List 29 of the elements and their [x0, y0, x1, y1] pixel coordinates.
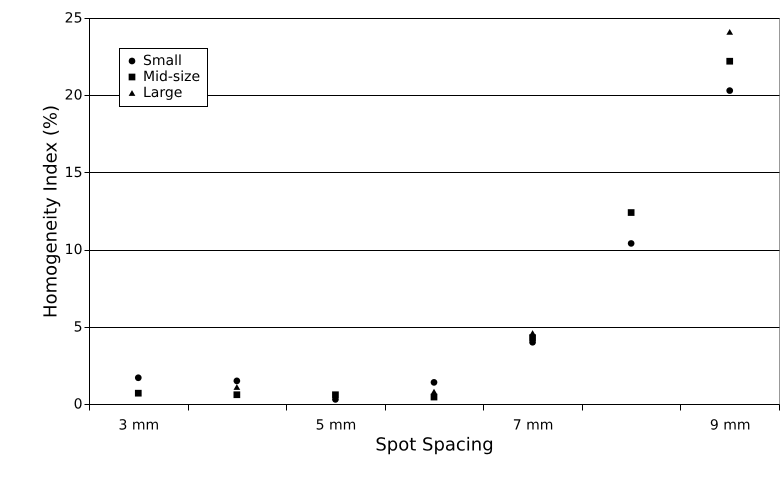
point — [529, 330, 536, 336]
point — [234, 391, 240, 398]
point — [134, 374, 142, 382]
legend-label: Large — [143, 85, 182, 101]
x-axis-title: Spot Spacing — [375, 434, 494, 456]
y-tick-label: 20 — [64, 88, 82, 104]
point — [726, 87, 734, 94]
point — [134, 390, 142, 397]
point — [332, 391, 339, 398]
y-tick-label: 0 — [74, 396, 82, 412]
legend-label: Mid-size — [143, 69, 200, 85]
x-tick-label: 3 mm — [118, 418, 160, 434]
legend-label: Small — [143, 53, 182, 69]
y-tick-label: 15 — [64, 164, 82, 181]
y-tick-label: 25 — [64, 10, 82, 26]
point — [726, 28, 734, 35]
point — [430, 388, 438, 395]
y-tick-label: 10 — [64, 242, 82, 258]
point — [234, 377, 240, 384]
point — [726, 58, 734, 65]
x-tick-label: 5 mm — [316, 418, 356, 434]
x-tick-label: 7 mm — [512, 418, 554, 434]
x-tick-label: 9 mm — [710, 418, 751, 434]
point — [430, 379, 438, 386]
point — [234, 384, 240, 390]
point — [628, 240, 634, 247]
y-axis-title: Homogeneity Index (%) — [40, 105, 62, 318]
y-tick-label: 5 — [74, 319, 82, 336]
point — [628, 209, 634, 216]
